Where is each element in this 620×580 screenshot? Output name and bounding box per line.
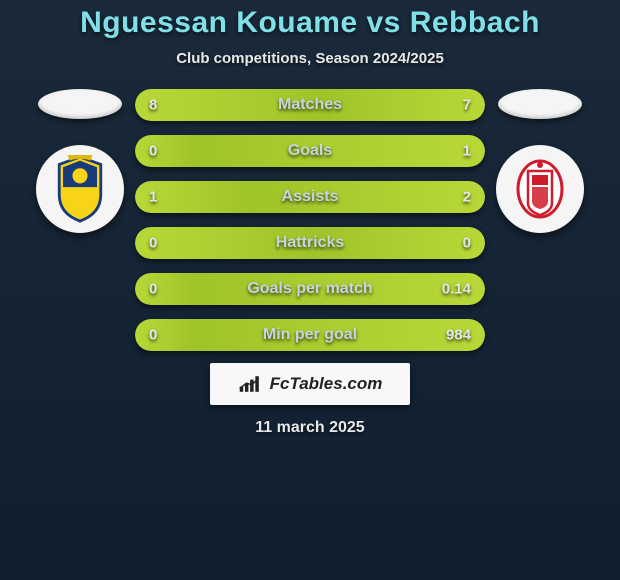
stat-label: Hattricks xyxy=(276,234,344,252)
left-ellipse xyxy=(38,89,122,119)
stat-label: Goals xyxy=(288,142,332,160)
right-team-badge xyxy=(496,145,584,233)
bar-left xyxy=(135,135,195,167)
stats-column: 8 7 Matches 0 1 Goals 1 2 Assists 0 0 Hattricks 0 0.1… xyxy=(130,89,490,351)
page-title: Nguessan Kouame vs Rebbach xyxy=(80,6,540,40)
stat-row: 1 2 Assists xyxy=(135,181,485,213)
stat-value-left: 8 xyxy=(149,97,157,114)
right-side xyxy=(490,89,590,233)
stat-value-right: 0 xyxy=(463,235,471,252)
left-team-badge xyxy=(36,145,124,233)
stat-row: 0 0.14 Goals per match xyxy=(135,273,485,305)
bar-right xyxy=(321,89,486,121)
stat-value-left: 0 xyxy=(149,235,157,252)
stat-row: 0 0 Hattricks xyxy=(135,227,485,259)
bar-right xyxy=(195,135,486,167)
stat-value-right: 984 xyxy=(446,327,471,344)
chart-icon xyxy=(238,374,264,394)
cadiz-crest-icon xyxy=(52,155,108,223)
stat-value-left: 0 xyxy=(149,327,157,344)
stat-value-left: 1 xyxy=(149,189,157,206)
bar-left xyxy=(135,273,195,305)
stat-row: 0 1 Goals xyxy=(135,135,485,167)
stat-value-left: 0 xyxy=(149,143,157,160)
left-side xyxy=(30,89,130,233)
stat-value-right: 2 xyxy=(463,189,471,206)
stat-value-right: 7 xyxy=(463,97,471,114)
stat-row: 8 7 Matches xyxy=(135,89,485,121)
right-ellipse xyxy=(498,89,582,119)
footer-site-badge[interactable]: FcTables.com xyxy=(210,363,410,405)
granada-crest-icon xyxy=(514,157,566,221)
footer-date: 11 march 2025 xyxy=(255,419,364,437)
stat-label: Min per goal xyxy=(263,326,357,344)
main-row: 8 7 Matches 0 1 Goals 1 2 Assists 0 0 Hattricks 0 0.1… xyxy=(0,89,620,351)
stat-label: Goals per match xyxy=(247,280,372,298)
stat-label: Matches xyxy=(278,96,342,114)
stat-label: Assists xyxy=(282,188,339,206)
stat-value-right: 1 xyxy=(463,143,471,160)
infographic-root: Nguessan Kouame vs Rebbach Club competit… xyxy=(0,0,620,437)
stat-value-right: 0.14 xyxy=(442,281,471,298)
stat-value-left: 0 xyxy=(149,281,157,298)
subtitle: Club competitions, Season 2024/2025 xyxy=(176,50,444,67)
footer-site-text: FcTables.com xyxy=(270,374,383,394)
bar-left xyxy=(135,319,195,351)
stat-row: 0 984 Min per goal xyxy=(135,319,485,351)
